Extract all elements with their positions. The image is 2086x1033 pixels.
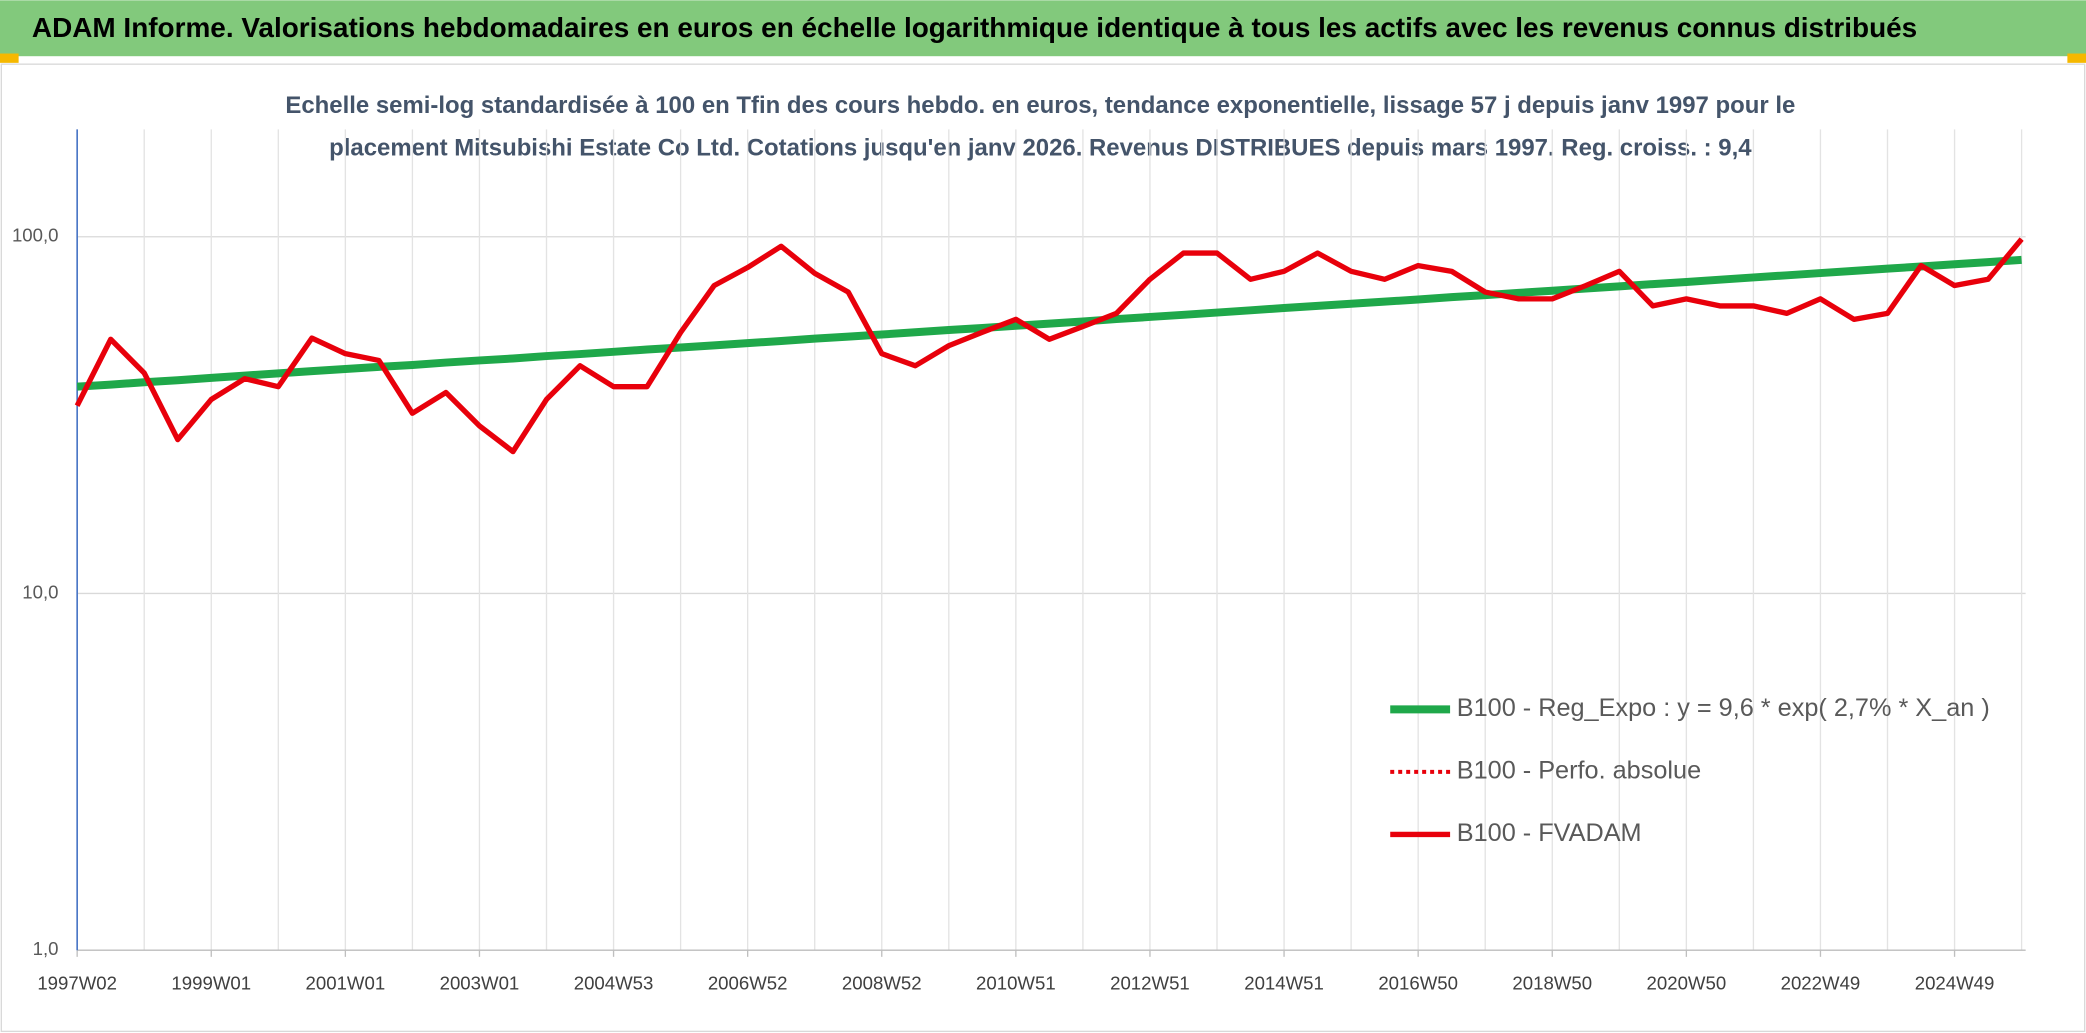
y-tick-label: 100,0: [12, 225, 59, 246]
series-line: [74, 237, 2024, 455]
y-tick-label: 10,0: [22, 581, 58, 602]
x-tick-label: 2006W52: [708, 973, 788, 994]
legend-label: B100 - FVADAM: [1457, 819, 1642, 847]
title-banner: [0, 0, 2086, 57]
x-tick-label: 2004W53: [574, 973, 654, 994]
x-tick-label: 2022W49: [1781, 973, 1861, 994]
legend-label: B100 - Perfo. absolue: [1457, 757, 1701, 785]
x-tick-label: 2014W51: [1244, 973, 1324, 994]
legend: B100 - Reg_Expo : y = 9,6 * exp( 2,7% * …: [1390, 694, 1990, 847]
x-tick-label: 2020W50: [1647, 973, 1727, 994]
x-tick-label: 2010W51: [976, 973, 1056, 994]
corner: [2067, 53, 2086, 63]
x-tick-label: 2012W51: [1110, 973, 1190, 994]
marks: [74, 237, 2024, 455]
x-tick-label: 2008W52: [842, 973, 922, 994]
x-tick-label: 2018W50: [1512, 973, 1592, 994]
plot-frame: [0, 63, 2086, 1033]
corner: [0, 53, 19, 63]
subtitle: placement Mitsubishi Estate Co Ltd. Cota…: [329, 135, 1752, 162]
series-line: [76, 255, 2022, 391]
chart-title: ADAM Informe. Valorisations hebdomadaire…: [32, 12, 1917, 43]
x-tick-label: 2001W01: [306, 973, 386, 994]
x-tick-label: 1999W01: [171, 973, 251, 994]
x-tick-label: 2003W01: [440, 973, 520, 994]
x-tick-label: 2024W49: [1915, 973, 1995, 994]
x-tick-label: 2016W50: [1378, 973, 1458, 994]
legend-label: B100 - Reg_Expo : y = 9,6 * exp( 2,7% * …: [1457, 694, 1990, 722]
subtitle: Echelle semi-log standardisée à 100 en T…: [285, 92, 1795, 119]
x-tick-label: 1997W02: [37, 973, 117, 994]
y-tick-label: 1,0: [33, 938, 59, 959]
